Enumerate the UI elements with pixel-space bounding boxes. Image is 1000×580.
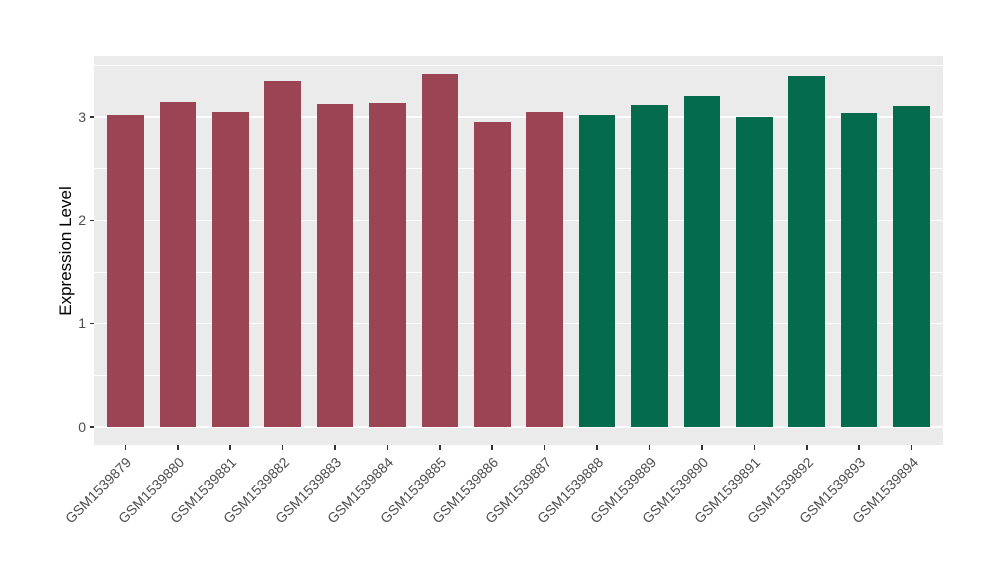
x-tick-mark: [386, 445, 389, 450]
x-tick-mark: [805, 445, 808, 450]
x-tick-mark: [910, 445, 913, 450]
gridline-minor: [94, 374, 943, 376]
gridline-minor: [94, 64, 943, 66]
x-tick-mark: [439, 445, 441, 450]
gridline-minor: [94, 168, 943, 170]
x-tick-label: GSM1539887: [481, 454, 555, 527]
x-tick-label: GSM1539892: [743, 454, 817, 527]
y-tick-label: 0: [78, 418, 86, 435]
y-tick-mark: [89, 322, 94, 325]
bar-GSM1539881: [211, 111, 249, 427]
gridline-major: [94, 116, 943, 118]
x-tick-mark: [858, 445, 860, 450]
x-tick-label: GSM1539890: [638, 454, 712, 527]
x-tick-label: GSM1539884: [324, 454, 397, 527]
x-tick-mark: [753, 445, 756, 450]
x-tick-mark: [229, 445, 232, 450]
x-tick-label: GSM1539882: [219, 454, 292, 527]
gridline-major: [94, 322, 943, 325]
bar-GSM1539889: [631, 104, 668, 427]
bar-GSM1539879: [107, 114, 144, 427]
x-tick-label: GSM1539888: [534, 454, 607, 527]
bar-GSM1539887: [526, 111, 564, 427]
x-tick-label: GSM1539880: [114, 454, 188, 527]
y-tick-label: 3: [78, 108, 86, 125]
x-tick-label: GSM1539886: [429, 454, 502, 527]
gridline-major: [94, 426, 943, 428]
x-tick-mark: [281, 445, 284, 450]
y-tick-label: 1: [78, 315, 86, 332]
bar-GSM1539885: [421, 73, 459, 427]
x-tick-label: GSM1539894: [848, 454, 921, 527]
x-tick-label: GSM1539883: [271, 454, 345, 527]
x-tick-label: GSM1539893: [796, 454, 869, 527]
x-tick-label: GSM1539889: [586, 454, 659, 527]
x-tick-mark: [124, 445, 127, 450]
x-tick-label: GSM1539885: [376, 454, 450, 527]
y-tick-mark: [89, 116, 94, 118]
y-tick-mark: [89, 219, 94, 222]
x-tick-label: GSM1539891: [691, 454, 764, 527]
bar-GSM1539890: [683, 96, 721, 427]
x-tick-mark: [596, 445, 598, 450]
x-tick-label: GSM1539881: [167, 454, 240, 527]
gridline-major: [94, 219, 943, 222]
bar-GSM1539880: [159, 101, 197, 427]
bar-GSM1539891: [735, 117, 773, 427]
bar-GSM1539886: [473, 122, 511, 427]
gridline-minor: [94, 271, 943, 273]
x-tick-mark: [543, 445, 546, 450]
x-tick-mark: [701, 445, 703, 450]
y-tick-label: 2: [78, 211, 86, 228]
bar-GSM1539882: [264, 80, 301, 427]
y-tick-mark: [89, 426, 94, 428]
x-tick-mark: [491, 445, 494, 450]
x-tick-mark: [177, 445, 179, 450]
bar-GSM1539884: [369, 102, 406, 427]
bar-GSM1539888: [578, 114, 616, 427]
x-tick-mark: [648, 445, 651, 450]
bar-GSM1539893: [840, 112, 878, 427]
bar-GSM1539892: [788, 75, 826, 427]
bar-GSM1539883: [316, 103, 354, 427]
x-tick-mark: [334, 445, 336, 450]
bar-GSM1539894: [893, 105, 930, 427]
plot-panel: [94, 56, 943, 445]
x-tick-label: GSM1539879: [62, 454, 135, 527]
